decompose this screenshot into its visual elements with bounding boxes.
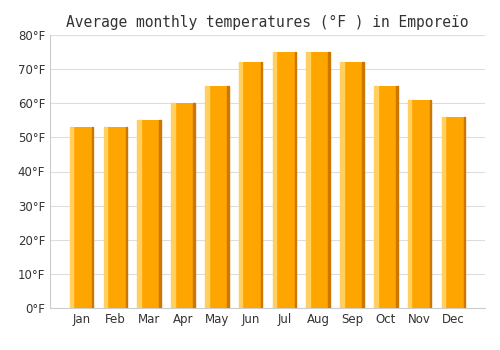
Bar (362, 62, 364, 308)
Bar (408, 100, 432, 308)
Bar (239, 62, 262, 308)
Bar (430, 100, 432, 308)
Bar (442, 117, 465, 308)
Bar (70, 127, 94, 308)
Bar (160, 120, 161, 308)
Bar (464, 117, 465, 308)
Bar (408, 100, 412, 308)
Bar (138, 120, 161, 308)
Bar (272, 52, 276, 308)
Bar (126, 127, 127, 308)
Bar (92, 127, 94, 308)
Title: Average monthly temperatures (°F ) in Emporeïo: Average monthly temperatures (°F ) in Em… (66, 15, 469, 30)
Bar (374, 86, 378, 308)
Bar (138, 120, 141, 308)
Bar (374, 86, 398, 308)
Bar (272, 52, 296, 308)
Bar (227, 86, 228, 308)
Bar (306, 52, 310, 308)
Bar (205, 86, 229, 308)
Bar (328, 52, 330, 308)
Bar (193, 103, 195, 308)
Bar (104, 127, 107, 308)
Bar (171, 103, 195, 308)
Bar (239, 62, 242, 308)
Bar (396, 86, 398, 308)
Bar (261, 62, 262, 308)
Bar (340, 62, 364, 308)
Bar (340, 62, 344, 308)
Bar (171, 103, 174, 308)
Bar (306, 52, 330, 308)
Bar (70, 127, 73, 308)
Bar (294, 52, 296, 308)
Bar (205, 86, 208, 308)
Bar (442, 117, 445, 308)
Bar (104, 127, 127, 308)
